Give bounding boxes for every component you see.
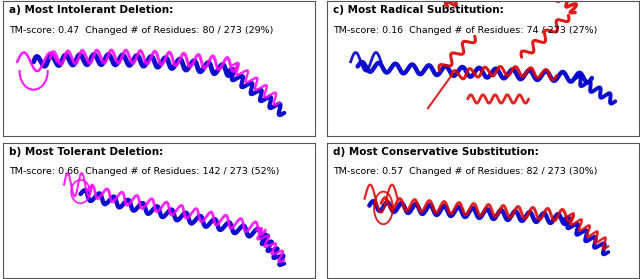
Text: TM-score: 0.57  Changed # of Residues: 82 / 273 (30%): TM-score: 0.57 Changed # of Residues: 82… (333, 167, 598, 176)
Text: b) Most Tolerant Deletion:: b) Most Tolerant Deletion: (10, 147, 164, 157)
Text: TM-score: 0.66  Changed # of Residues: 142 / 273 (52%): TM-score: 0.66 Changed # of Residues: 14… (10, 167, 280, 176)
Text: c) Most Radical Substitution:: c) Most Radical Substitution: (333, 5, 504, 15)
Text: d) Most Conservative Substitution:: d) Most Conservative Substitution: (333, 147, 539, 157)
Text: TM-score: 0.47  Changed # of Residues: 80 / 273 (29%): TM-score: 0.47 Changed # of Residues: 80… (10, 26, 274, 35)
Text: TM-score: 0.16  Changed # of Residues: 74 / 273 (27%): TM-score: 0.16 Changed # of Residues: 74… (333, 26, 598, 35)
Text: a) Most Intolerant Deletion:: a) Most Intolerant Deletion: (10, 5, 173, 15)
